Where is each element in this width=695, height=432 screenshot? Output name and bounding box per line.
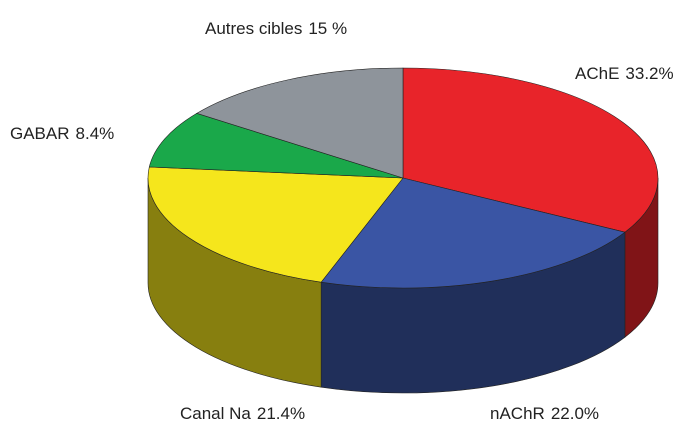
slice — [195, 67, 404, 179]
slice-value: 8.4% — [76, 124, 115, 143]
slice-category: GABAR — [10, 124, 70, 143]
slice-category: Autres cibles — [205, 19, 302, 38]
slice — [320, 177, 626, 289]
slice — [148, 113, 404, 179]
slice-label: Autres cibles 15 % — [205, 19, 347, 38]
slice-value: 21.4% — [257, 404, 305, 423]
slice — [147, 166, 404, 283]
slice-value: 15 % — [308, 19, 347, 38]
slice — [402, 67, 659, 233]
slice-category: nAChR — [490, 404, 545, 423]
slice-label: Canal Na 21.4% — [180, 404, 305, 423]
slice-value: 33.2% — [625, 64, 673, 83]
slice-label: GABAR 8.4% — [10, 124, 114, 143]
slice-value: 22.0% — [551, 404, 599, 423]
slice-category: Canal Na — [180, 404, 251, 423]
slice-category: AChE — [575, 64, 619, 83]
slice-label: nAChR 22.0% — [490, 404, 599, 423]
slice-label: AChE 33.2% — [575, 64, 674, 83]
